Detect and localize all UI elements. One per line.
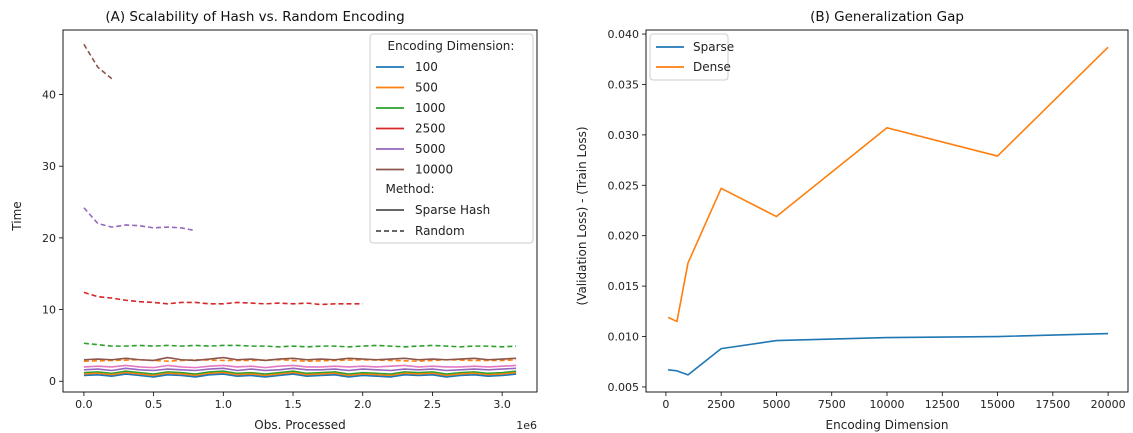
- x-tick-label: 5000: [762, 398, 790, 411]
- legend-series-label: Sparse: [693, 40, 734, 54]
- legend-dimension-label: 2500: [415, 122, 446, 136]
- x-tick-label: 2500: [707, 398, 735, 411]
- y-tick-label: 10: [42, 304, 56, 317]
- legend-dimension-label: 500: [415, 81, 438, 95]
- y-tick-label: 30: [42, 160, 56, 173]
- y-tick-label: 0.035: [608, 78, 640, 91]
- x-tick-label: 2.5: [424, 398, 442, 411]
- x-tick-label: 0.0: [75, 398, 93, 411]
- x-tick-label: 1.5: [284, 398, 302, 411]
- series-line-2500-random: [84, 292, 363, 304]
- chart-a-title: (A) Scalability of Hash vs. Random Encod…: [105, 9, 404, 25]
- legend-dimension-label: 1000: [415, 101, 446, 115]
- y-tick-label: 0.040: [608, 28, 640, 41]
- chart-b: (B) Generalization Gap Encoding Dimensio…: [575, 9, 1128, 432]
- chart-b-y-label: (Validation Loss) - (Train Loss): [575, 126, 589, 305]
- legend-method-label: Sparse Hash: [415, 203, 490, 217]
- series-line-5000-random: [84, 208, 196, 231]
- x-tick-label: 10000: [870, 398, 905, 411]
- chart-a-legend: Encoding Dimension: 100 500 1000 2500 5000 100…: [370, 34, 533, 243]
- x-tick-label: 7500: [818, 398, 846, 411]
- legend-dimension-title: Encoding Dimension:: [388, 39, 515, 53]
- legend-dimension-label: 10000: [415, 163, 453, 177]
- chart-b-series: [668, 47, 1108, 375]
- series-line-2500-sparse-hash: [84, 368, 516, 370]
- x-tick-label: 17500: [1035, 398, 1070, 411]
- chart-a-x-multiplier: 1e6: [516, 419, 537, 432]
- legend-method-label: Random: [415, 224, 465, 238]
- x-tick-label: 3.0: [493, 398, 511, 411]
- series-line-1000-random: [84, 343, 516, 347]
- chart-b-legend: Sparse Dense: [650, 34, 734, 80]
- y-tick-label: 0.025: [608, 179, 640, 192]
- legend-dimension-label: 100: [415, 60, 438, 74]
- series-line-5000-sparse-hash: [84, 365, 516, 367]
- series-line-10000-random: [84, 44, 112, 78]
- y-tick-label: 0.010: [608, 331, 640, 344]
- y-tick-label: 0: [49, 375, 56, 388]
- legend-method-title: Method:: [385, 182, 434, 196]
- chart-b-ticks: 0 2500 5000 7500 10000 12500 15000 17500 20000 0.…: [608, 28, 1126, 411]
- chart-a-y-label: Time: [10, 201, 24, 231]
- y-tick-label: 0.020: [608, 230, 640, 243]
- y-tick-label: 0.015: [608, 280, 640, 293]
- chart-b-x-label: Encoding Dimension: [826, 418, 949, 432]
- y-tick-label: 0.030: [608, 129, 640, 142]
- x-tick-label: 1.0: [215, 398, 233, 411]
- y-tick-label: 0.005: [608, 381, 640, 394]
- series-line-dense: [668, 47, 1108, 321]
- x-tick-label: 20000: [1091, 398, 1126, 411]
- chart-a-x-label: Obs. Processed: [254, 418, 345, 432]
- legend-series-label: Dense: [693, 60, 731, 74]
- x-tick-label: 15000: [980, 398, 1015, 411]
- series-line-sparse: [668, 334, 1108, 375]
- x-tick-label: 0.5: [145, 398, 163, 411]
- y-tick-label: 20: [42, 232, 56, 245]
- chart-b-title: (B) Generalization Gap: [810, 9, 964, 25]
- x-tick-label: 2.0: [354, 398, 372, 411]
- x-tick-label: 0: [662, 398, 669, 411]
- legend-dimension-label: 5000: [415, 142, 446, 156]
- y-tick-label: 40: [42, 89, 56, 102]
- chart-a: (A) Scalability of Hash vs. Random Encod…: [10, 9, 537, 432]
- x-tick-label: 12500: [925, 398, 960, 411]
